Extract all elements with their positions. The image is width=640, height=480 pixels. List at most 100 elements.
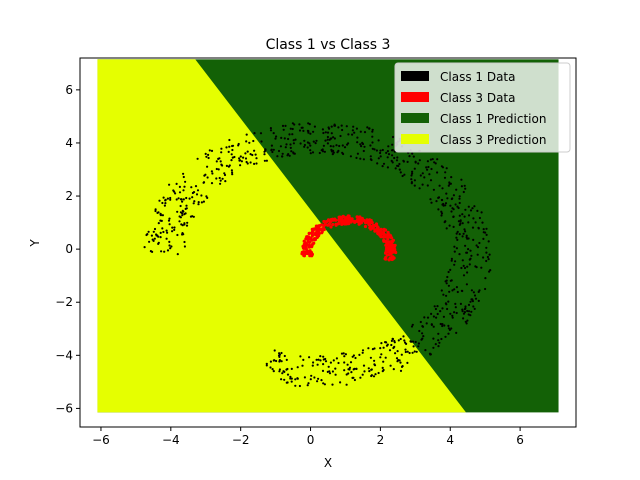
class1-data-point: [301, 364, 304, 367]
class1-data-point: [178, 191, 182, 194]
class1-data-point: [292, 142, 295, 145]
class1-data-point: [371, 130, 374, 133]
class1-data-point: [184, 180, 187, 183]
class1-data-point: [450, 279, 453, 282]
class1-data-point: [217, 157, 220, 160]
class1-data-point: [391, 143, 394, 146]
class1-data-point: [427, 165, 430, 169]
class1-data-point: [408, 351, 411, 355]
class1-data-point: [303, 139, 306, 142]
class1-data-point: [200, 201, 203, 204]
class1-data-point: [460, 178, 463, 181]
class1-data-point: [485, 227, 488, 230]
class1-data-point: [306, 384, 309, 387]
class1-data-point: [245, 133, 248, 136]
class1-data-point: [339, 381, 342, 384]
class1-data-point: [454, 203, 457, 206]
class1-data-point: [451, 314, 454, 317]
class1-data-point: [316, 363, 319, 366]
class3-data-point: [376, 226, 380, 230]
class1-data-point: [436, 312, 439, 316]
class1-data-point: [167, 219, 171, 222]
class1-data-point: [488, 270, 491, 273]
class1-data-point: [435, 316, 438, 319]
y-tick-label: −6: [55, 401, 73, 415]
class3-data-point: [331, 222, 335, 227]
class1-data-point: [343, 361, 346, 364]
class1-data-point: [463, 184, 466, 187]
class1-data-point: [279, 145, 282, 148]
class1-data-point: [175, 198, 178, 201]
class1-data-point: [231, 173, 234, 176]
class1-data-point: [410, 174, 413, 177]
class1-data-point: [219, 160, 222, 163]
class1-data-point: [413, 179, 416, 182]
class1-data-point: [332, 136, 335, 139]
class1-data-point: [476, 209, 479, 212]
class1-data-point: [371, 135, 374, 138]
class1-data-point: [448, 224, 451, 227]
class1-data-point: [309, 152, 312, 155]
class1-data-point: [461, 259, 464, 262]
class1-data-point: [166, 249, 170, 252]
class1-data-point: [446, 275, 449, 279]
class1-data-point: [299, 142, 302, 145]
class1-data-point: [371, 348, 374, 351]
class3-data-point: [310, 238, 314, 242]
class1-data-point: [345, 125, 348, 128]
class3-data-point: [383, 257, 387, 261]
class1-data-point: [169, 196, 172, 200]
class1-data-point: [182, 175, 185, 179]
y-axis-title: Y: [28, 239, 42, 248]
class1-data-point: [484, 277, 487, 280]
class1-data-point: [289, 377, 292, 380]
class1-data-point: [330, 125, 333, 128]
class1-data-point: [289, 143, 292, 146]
class1-data-point: [152, 230, 155, 233]
class1-data-point: [281, 372, 284, 375]
class3-data-point: [307, 245, 311, 249]
class1-data-point: [252, 139, 255, 143]
class1-data-point: [237, 144, 240, 147]
class1-data-point: [464, 230, 467, 233]
class1-data-point: [238, 159, 241, 162]
class1-data-point: [326, 142, 329, 145]
class1-data-point: [391, 154, 394, 157]
class1-data-point: [164, 202, 167, 205]
class1-data-point: [326, 131, 330, 134]
class1-data-point: [168, 183, 171, 186]
class1-data-point: [321, 128, 324, 131]
class1-data-point: [356, 141, 359, 144]
class1-data-point: [189, 215, 193, 218]
class1-data-point: [306, 146, 309, 149]
class1-data-point: [231, 148, 234, 152]
class1-data-point: [320, 379, 323, 382]
class1-data-point: [186, 221, 189, 224]
class1-data-point: [278, 370, 281, 373]
class1-data-point: [418, 187, 421, 190]
class1-data-point: [411, 340, 415, 343]
class1-data-point: [278, 355, 281, 358]
class1-data-point: [260, 140, 263, 143]
class1-data-point: [380, 342, 383, 345]
class1-data-point: [461, 310, 464, 313]
chart-title: Class 1 vs Class 3: [266, 37, 391, 53]
class1-data-point: [463, 228, 466, 231]
class1-data-point: [162, 230, 165, 234]
class3-data-point: [300, 252, 304, 256]
class1-data-point: [464, 305, 467, 308]
class1-data-point: [417, 342, 420, 345]
class1-data-point: [334, 373, 337, 376]
class1-data-point: [464, 208, 467, 211]
class1-data-point: [157, 211, 160, 214]
class1-data-point: [239, 155, 242, 158]
class1-data-point: [211, 172, 214, 175]
class1-data-point: [219, 182, 222, 185]
class1-data-point: [240, 160, 243, 163]
class1-data-point: [467, 221, 470, 224]
class1-data-point: [371, 147, 374, 150]
class1-data-point: [361, 351, 364, 354]
class1-data-point: [358, 353, 361, 356]
class3-data-point: [368, 218, 372, 222]
class1-data-point: [447, 284, 450, 287]
